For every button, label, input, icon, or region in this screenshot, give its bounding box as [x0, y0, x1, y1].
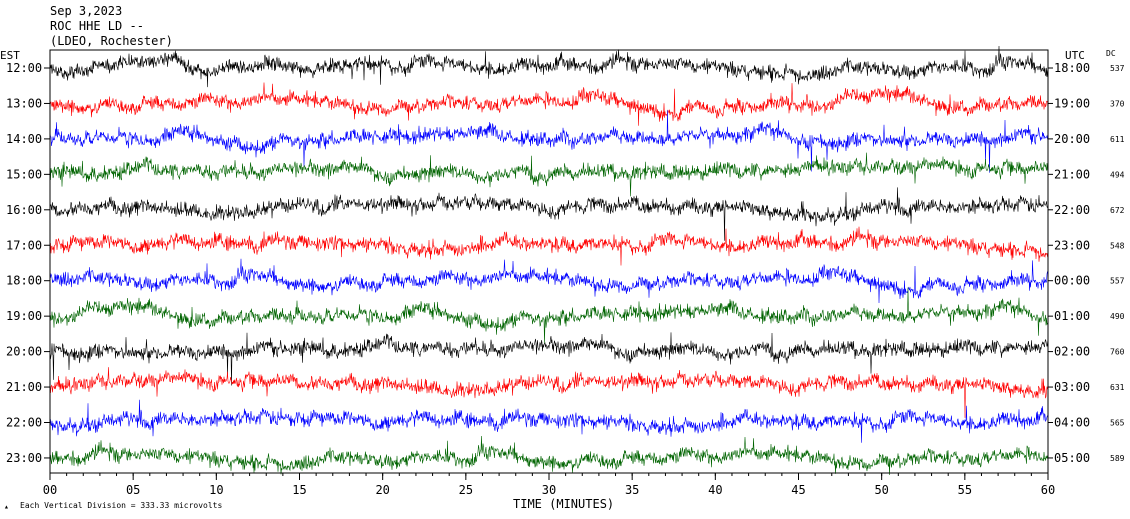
- x-tick-label: 25: [459, 483, 473, 497]
- plot-date: Sep 3,2023: [50, 4, 123, 18]
- x-tick-label: 20: [375, 483, 389, 497]
- row-label-utc: 20:00: [1054, 132, 1090, 146]
- scale-note: Each Vertical Division = 333.33 microvol…: [20, 501, 222, 510]
- seismic-trace: [49, 287, 1049, 344]
- seismic-trace: [49, 258, 1049, 304]
- trace-layer: [49, 45, 1049, 476]
- row-dc-value: 557: [1110, 277, 1125, 286]
- row-label-utc: 19:00: [1054, 96, 1090, 110]
- row-label-utc: 18:00: [1054, 61, 1090, 75]
- x-tick-label: 35: [625, 483, 639, 497]
- x-tick-label: 40: [708, 483, 722, 497]
- row-label-est: 18:00: [6, 274, 42, 288]
- x-tick-label: 05: [126, 483, 140, 497]
- row-label-utc: 01:00: [1054, 309, 1090, 323]
- row-dc-value: 370: [1110, 99, 1125, 108]
- axes-layer: 12:00 18:00 537 13:00 19:00 370 14:00 20:00 611 1…: [6, 61, 1125, 497]
- row-dc-value: 672: [1110, 206, 1125, 215]
- row-label-est: 22:00: [6, 416, 42, 430]
- x-tick-label: 45: [791, 483, 805, 497]
- row-label-est: 21:00: [6, 380, 42, 394]
- row-label-utc: 23:00: [1054, 238, 1090, 252]
- row-dc-value: 589: [1110, 454, 1125, 463]
- network-name: (LDEO, Rochester): [50, 34, 173, 48]
- x-axis-label: TIME (MINUTES): [513, 497, 614, 511]
- row-label-utc: 03:00: [1054, 380, 1090, 394]
- row-dc-value: 548: [1110, 241, 1125, 250]
- seismic-trace: [49, 82, 1049, 126]
- row-label-est: 20:00: [6, 345, 42, 359]
- row-label-est: 17:00: [6, 238, 42, 252]
- right-timezone-label: UTC: [1065, 49, 1085, 62]
- row-label-est: 15:00: [6, 167, 42, 181]
- x-tick-label: 30: [542, 483, 556, 497]
- row-label-utc: 22:00: [1054, 203, 1090, 217]
- row-dc-value: 760: [1110, 348, 1125, 357]
- row-dc-value: 565: [1110, 419, 1125, 428]
- row-label-est: 14:00: [6, 132, 42, 146]
- x-tick-label: 50: [874, 483, 888, 497]
- x-tick-label: 60: [1041, 483, 1055, 497]
- row-dc-value: 611: [1110, 135, 1125, 144]
- seismic-trace: [49, 187, 1049, 241]
- x-tick-label: 10: [209, 483, 223, 497]
- row-dc-value: 494: [1110, 170, 1125, 179]
- row-label-utc: 05:00: [1054, 451, 1090, 465]
- logo-mark: ▴: [4, 502, 9, 511]
- row-label-utc: 21:00: [1054, 167, 1090, 181]
- left-timezone-label: EST: [0, 49, 20, 62]
- row-dc-value: 631: [1110, 383, 1125, 392]
- seismic-trace: [49, 332, 1049, 386]
- x-tick-label: 55: [958, 483, 972, 497]
- seismic-trace: [49, 399, 1049, 443]
- row-label-est: 13:00: [6, 96, 42, 110]
- seismic-trace: [49, 152, 1049, 197]
- seismic-trace: [49, 435, 1049, 476]
- x-tick-label: 00: [43, 483, 57, 497]
- row-dc-value: 537: [1110, 64, 1125, 73]
- row-label-utc: 04:00: [1054, 416, 1090, 430]
- seismic-trace: [49, 45, 1049, 88]
- row-label-est: 19:00: [6, 309, 42, 323]
- row-label-est: 12:00: [6, 61, 42, 75]
- row-label-utc: 02:00: [1054, 345, 1090, 359]
- x-tick-label: 15: [292, 483, 306, 497]
- seismic-trace: [49, 110, 1049, 173]
- seismic-trace: [49, 226, 1049, 266]
- seismic-trace: [49, 367, 1049, 418]
- row-dc-value: 490: [1110, 312, 1125, 321]
- row-label-est: 23:00: [6, 451, 42, 465]
- row-label-utc: 00:00: [1054, 274, 1090, 288]
- plot-frame: [49, 49, 1049, 474]
- row-label-est: 16:00: [6, 203, 42, 217]
- station-code: ROC HHE LD --: [50, 19, 144, 33]
- dc-header-label: DC: [1106, 49, 1116, 58]
